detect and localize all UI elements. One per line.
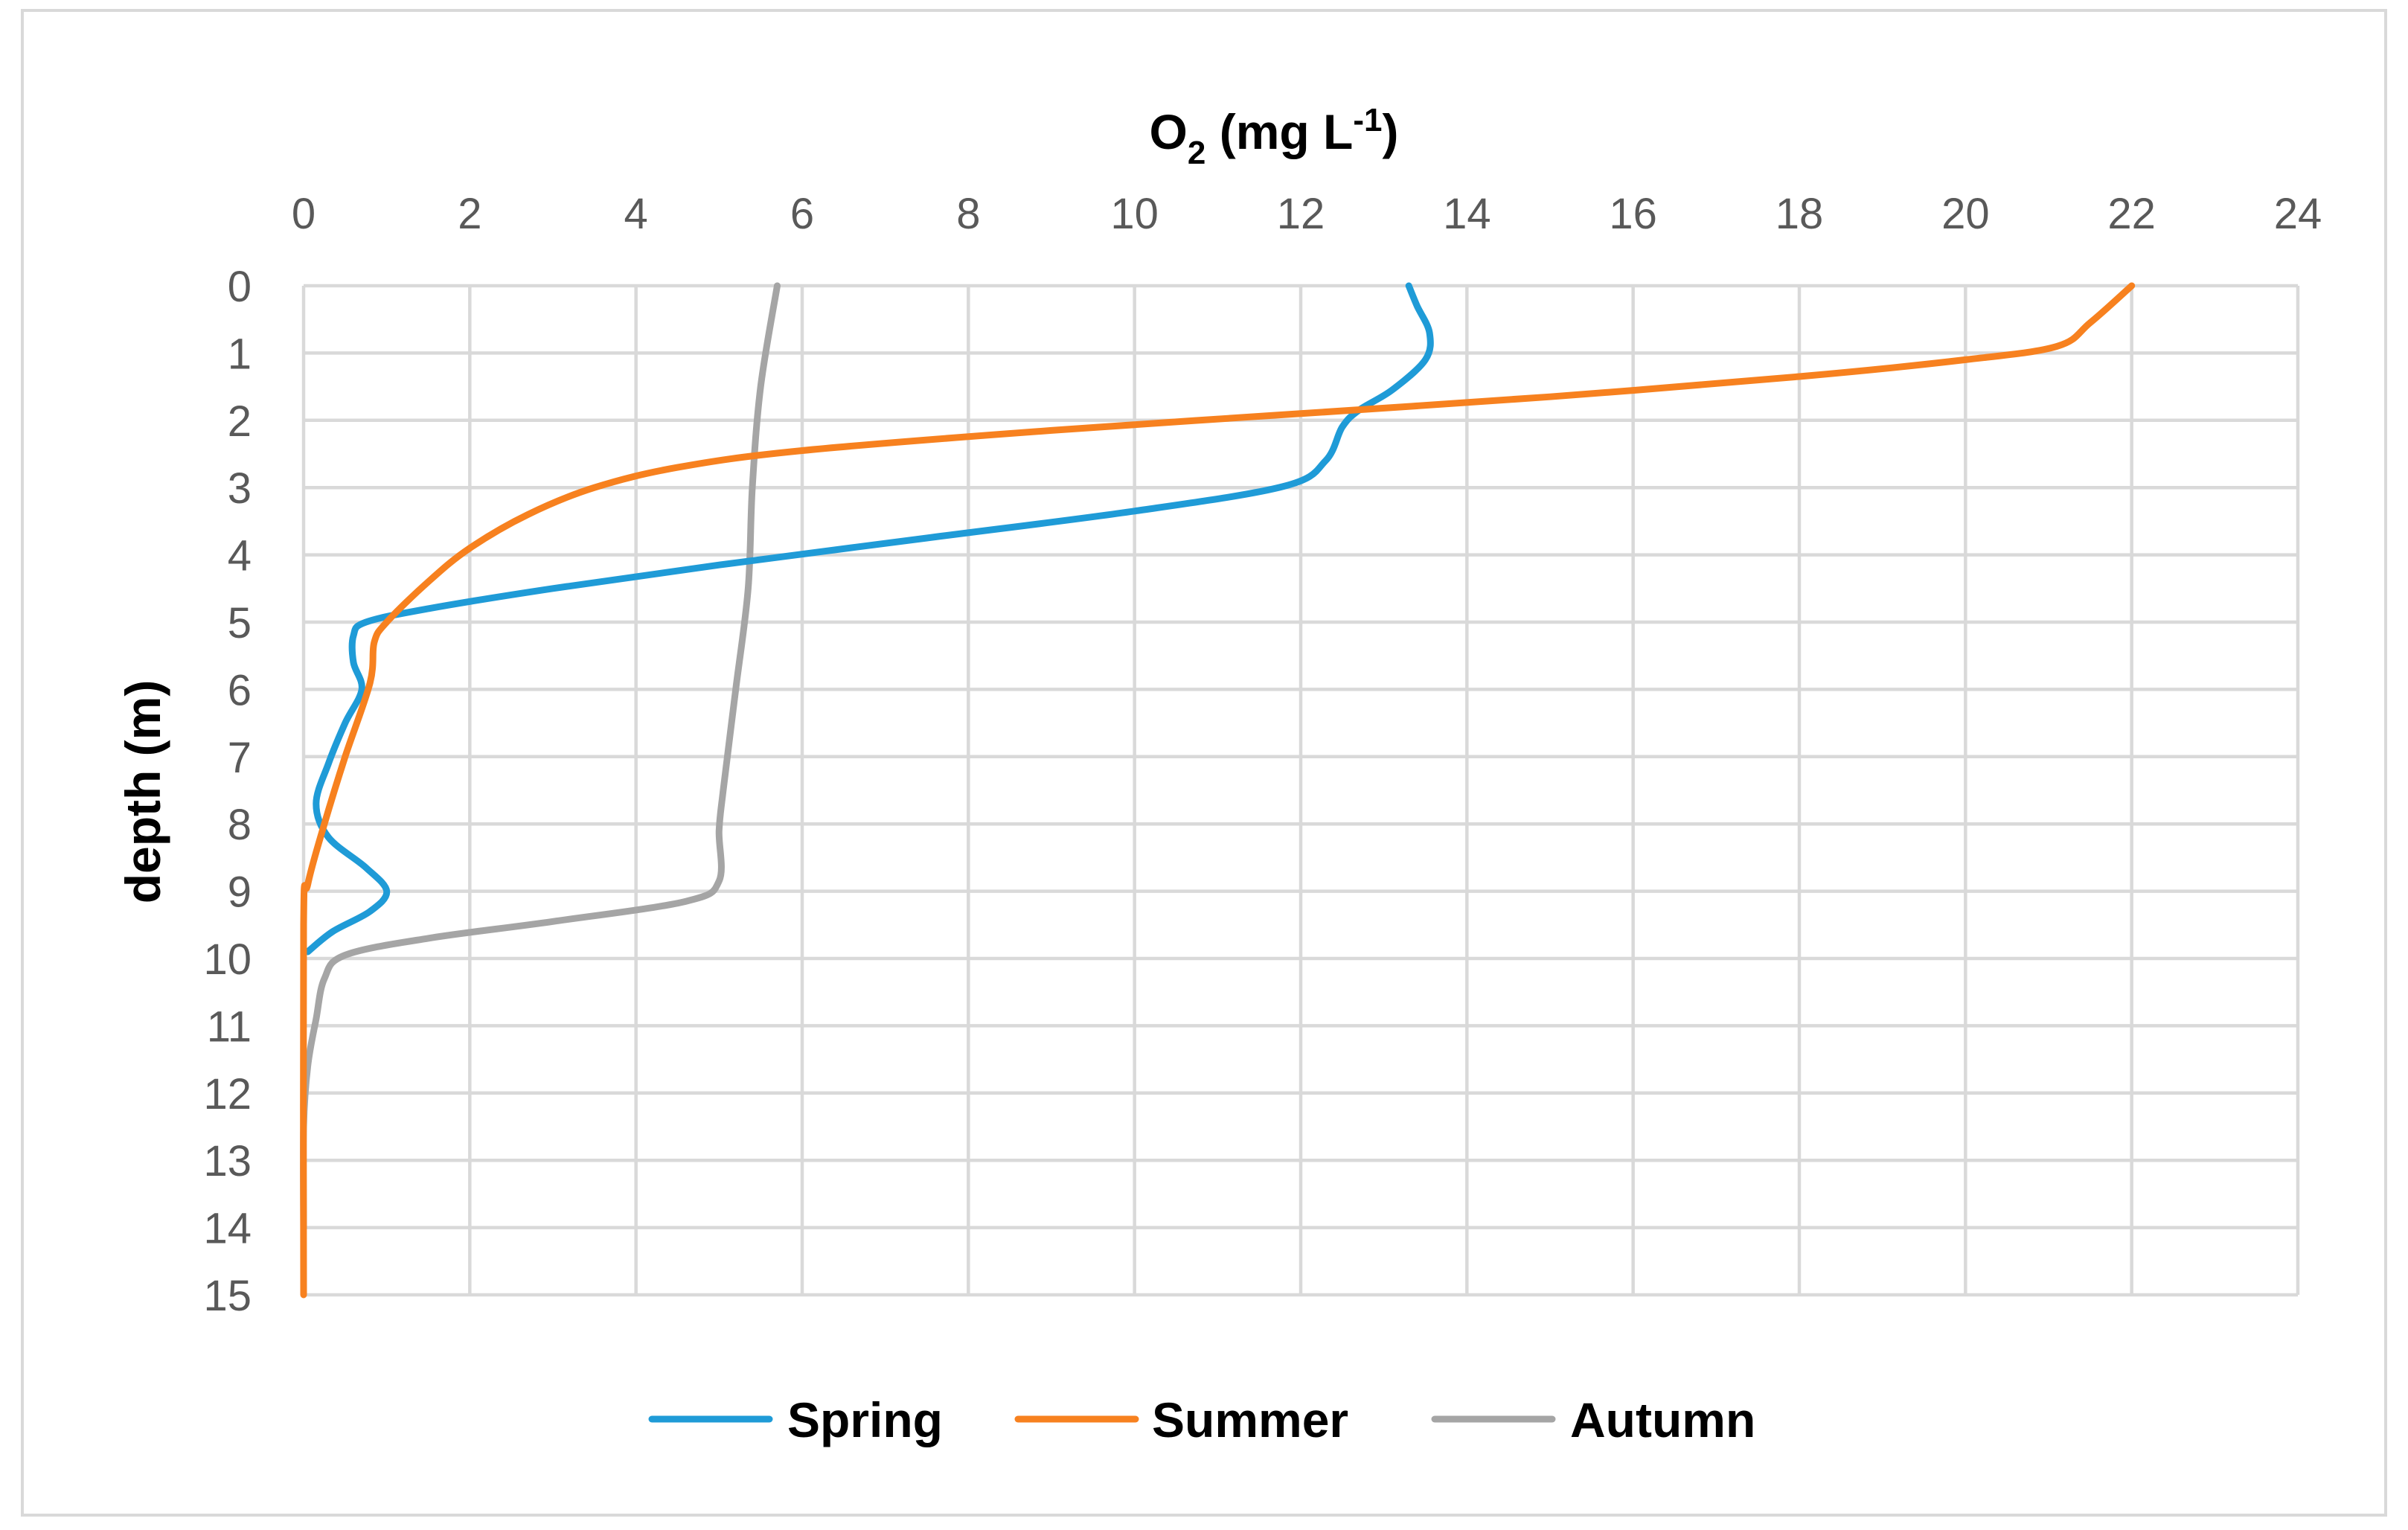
y-axis-title: depth (m) <box>115 680 170 904</box>
x-tick-label: 22 <box>2107 190 2156 238</box>
y-tick-label: 0 <box>228 263 252 311</box>
x-tick-label: 12 <box>1277 190 1325 238</box>
x-tick-label: 8 <box>956 190 980 238</box>
y-tick-label: 2 <box>228 397 252 446</box>
y-tick-label: 12 <box>203 1070 252 1118</box>
x-tick-label: 20 <box>1941 190 1990 238</box>
legend-label-summer: Summer <box>1152 1392 1348 1447</box>
x-axis-title: O2 (mg L-1) <box>1150 102 1399 171</box>
y-tick-label: 10 <box>203 935 252 984</box>
y-tick-label: 15 <box>203 1272 252 1320</box>
chart-frame <box>21 9 2387 1517</box>
y-tick-label: 7 <box>228 734 252 782</box>
x-axis-title-subscript: 2 <box>1188 135 1205 171</box>
x-tick-label: 4 <box>624 190 648 238</box>
x-tick-label: 2 <box>458 190 481 238</box>
x-tick-label: 6 <box>790 190 814 238</box>
y-tick-label: 11 <box>207 1002 252 1051</box>
series-line-summer <box>300 282 2136 1299</box>
y-tick-label: 4 <box>228 532 252 580</box>
x-tick-label: 0 <box>292 190 316 238</box>
x-axis-title-end: ) <box>1382 104 1398 159</box>
x-tick-label: 18 <box>1775 190 1824 238</box>
gridlines <box>301 284 2300 1297</box>
legend-label-autumn: Autumn <box>1570 1392 1755 1447</box>
x-tick-label: 16 <box>1609 190 1657 238</box>
x-tick-label: 14 <box>1443 190 1491 238</box>
x-tick-labels: 0 2 4 6 8 10 12 14 16 18 20 22 24 <box>292 190 2322 238</box>
y-tick-label: 8 <box>228 801 252 849</box>
legend-label-spring: Spring <box>787 1392 943 1447</box>
x-axis-title-superscript: -1 <box>1353 102 1382 138</box>
y-tick-label: 3 <box>228 464 252 513</box>
y-tick-label: 1 <box>228 330 252 378</box>
legend: Spring Summer Autumn <box>648 1392 1755 1447</box>
series-line-autumn <box>300 282 781 1232</box>
y-tick-label: 13 <box>203 1137 252 1185</box>
x-tick-label: 24 <box>2274 190 2322 238</box>
y-tick-label: 14 <box>203 1205 252 1253</box>
x-tick-label: 10 <box>1110 190 1159 238</box>
y-tick-label: 9 <box>228 868 252 917</box>
y-tick-label: 6 <box>228 666 252 714</box>
y-tick-label: 5 <box>228 599 252 647</box>
series-lines <box>300 282 2136 1299</box>
x-axis-title-base: O <box>1150 104 1188 159</box>
x-axis-title-middle: (mg L <box>1205 104 1353 159</box>
